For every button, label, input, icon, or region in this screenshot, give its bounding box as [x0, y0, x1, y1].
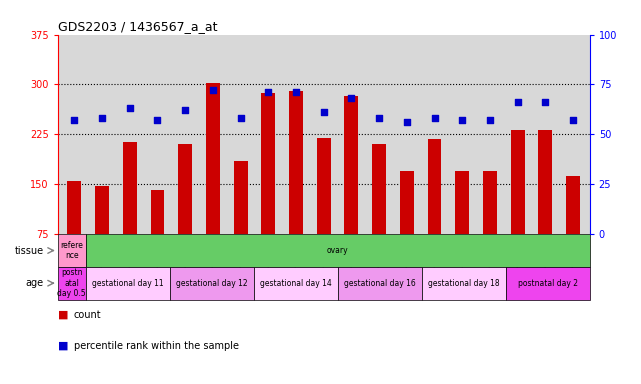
Point — [291, 89, 301, 96]
Point — [429, 115, 440, 121]
Point — [208, 88, 218, 94]
Bar — [455, 171, 469, 234]
Text: gestational day 18: gestational day 18 — [428, 279, 499, 288]
Bar — [95, 185, 109, 234]
Text: ■: ■ — [58, 341, 68, 351]
Text: count: count — [74, 310, 101, 320]
Point — [180, 108, 190, 114]
Text: gestational day 14: gestational day 14 — [260, 279, 331, 288]
Point — [374, 115, 384, 121]
Point — [69, 118, 79, 124]
Bar — [151, 190, 164, 234]
Bar — [511, 130, 524, 234]
Point — [346, 95, 356, 101]
Bar — [206, 83, 220, 234]
Bar — [538, 130, 553, 234]
Point — [153, 118, 163, 124]
Text: ■: ■ — [58, 310, 68, 320]
Bar — [254, 267, 338, 300]
Point — [485, 118, 495, 124]
Bar — [86, 267, 170, 300]
Point — [124, 105, 135, 111]
Text: ovary: ovary — [327, 246, 349, 255]
Point — [319, 109, 329, 116]
Bar — [566, 176, 580, 234]
Text: gestational day 12: gestational day 12 — [176, 279, 247, 288]
Bar — [234, 161, 247, 234]
Bar — [170, 267, 254, 300]
Text: tissue: tissue — [15, 245, 44, 255]
Text: gestational day 11: gestational day 11 — [92, 279, 163, 288]
Bar — [506, 267, 590, 300]
Bar — [289, 91, 303, 234]
Bar — [428, 139, 442, 234]
Bar — [178, 144, 192, 234]
Point — [540, 99, 551, 106]
Bar — [317, 138, 331, 234]
Bar — [338, 267, 422, 300]
Text: gestational day 16: gestational day 16 — [344, 279, 415, 288]
Bar — [67, 181, 81, 234]
Bar — [483, 171, 497, 234]
Point — [263, 89, 274, 96]
Bar — [262, 93, 275, 234]
Point — [457, 118, 467, 124]
Point — [97, 115, 107, 121]
Point — [235, 115, 246, 121]
Bar — [123, 142, 137, 234]
Text: age: age — [26, 278, 44, 288]
Text: percentile rank within the sample: percentile rank within the sample — [74, 341, 238, 351]
Bar — [58, 267, 86, 300]
Point — [402, 119, 412, 126]
Text: GDS2203 / 1436567_a_at: GDS2203 / 1436567_a_at — [58, 20, 217, 33]
Bar — [58, 234, 86, 267]
Text: postnatal day 2: postnatal day 2 — [518, 279, 578, 288]
Text: refere
nce: refere nce — [60, 241, 83, 260]
Bar — [400, 171, 413, 234]
Point — [513, 99, 523, 106]
Bar — [422, 267, 506, 300]
Text: postn
atal
day 0.5: postn atal day 0.5 — [58, 268, 86, 298]
Bar — [372, 144, 386, 234]
Bar — [344, 96, 358, 234]
Point — [568, 118, 578, 124]
